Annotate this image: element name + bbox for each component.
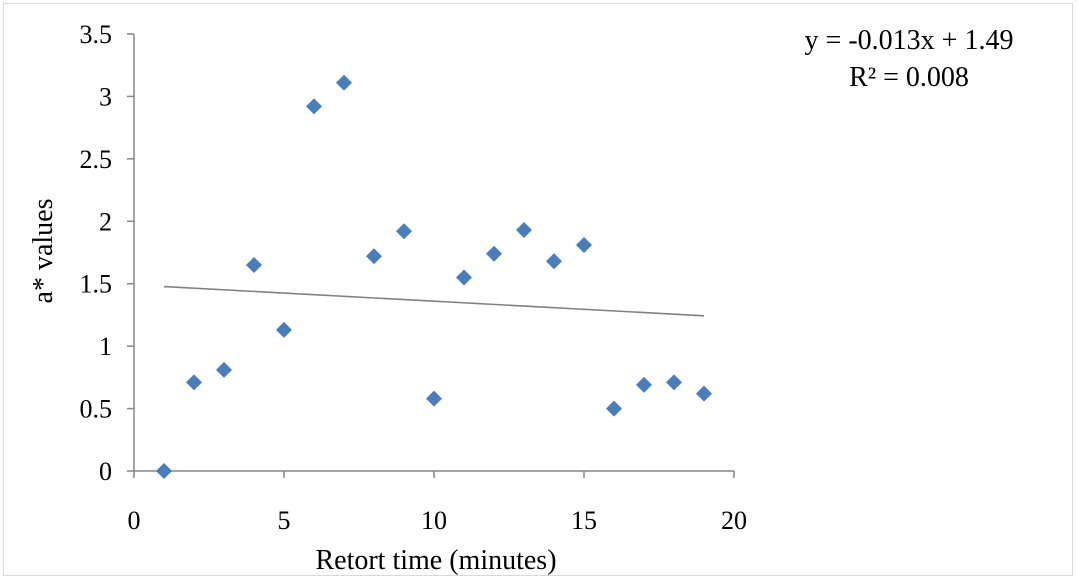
y-axis-title: a* values	[28, 199, 59, 304]
y-tick-label: 1.5	[80, 270, 113, 299]
trendline-group	[163, 285, 705, 317]
y-tick-label: 0	[99, 457, 112, 486]
chart-frame: 0 0.5 1 1.5 2 2.5 3 3.5 0 5 10 15 20 Retort time (m…	[3, 3, 1073, 576]
data-points	[156, 74, 712, 479]
data-point	[666, 374, 682, 391]
data-point	[546, 253, 562, 270]
data-point	[246, 256, 262, 273]
data-point	[366, 248, 382, 265]
data-point	[636, 376, 652, 393]
data-point	[216, 361, 232, 378]
data-point	[456, 269, 472, 286]
data-point	[516, 222, 532, 239]
x-tick-label: 5	[278, 506, 291, 535]
y-tick-label: 1	[99, 332, 112, 361]
scatter-chart: 0 0.5 1 1.5 2 2.5 3 3.5 0 5 10 15 20 Retort time (m…	[28, 20, 1014, 576]
y-tick-label: 3.5	[80, 20, 113, 49]
data-point	[336, 74, 352, 91]
y-axis-ticks: 0 0.5 1 1.5 2 2.5 3 3.5	[80, 20, 134, 486]
data-point	[156, 463, 172, 479]
x-tick-label: 10	[421, 506, 447, 535]
data-point	[396, 223, 412, 240]
y-tick-label: 0.5	[80, 395, 113, 424]
y-tick-label: 2	[99, 207, 112, 236]
data-point	[696, 385, 712, 402]
data-point	[186, 374, 202, 391]
x-axis-ticks: 0 5 10 15 20	[128, 471, 747, 535]
data-point	[606, 400, 622, 417]
x-tick-label: 20	[721, 506, 747, 535]
data-point	[426, 390, 442, 407]
data-point	[486, 245, 502, 262]
data-point	[276, 321, 292, 338]
x-tick-label: 15	[571, 506, 597, 535]
trendline	[163, 285, 705, 317]
trendline-r-squared: R² = 0.008	[849, 62, 969, 93]
data-point	[576, 237, 592, 254]
y-tick-label: 2.5	[80, 145, 113, 174]
trendline-equation: y = -0.013x + 1.49	[805, 25, 1014, 56]
y-tick-label: 3	[99, 82, 112, 111]
data-point	[306, 98, 322, 115]
x-axis-title: Retort time (minutes)	[315, 545, 556, 576]
x-tick-label: 0	[128, 506, 141, 535]
